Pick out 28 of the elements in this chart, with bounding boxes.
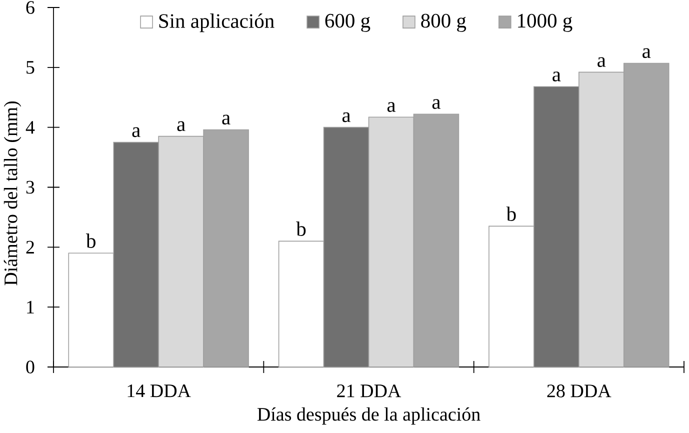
data-label: a — [642, 48, 651, 58]
y-tick-label: 4 — [26, 121, 35, 134]
data-label: b — [506, 206, 516, 221]
x-tick-label: 21 DDA — [337, 384, 402, 398]
x-axis-title: Días después de la aplicación — [257, 407, 480, 425]
y-tick-label: 5 — [26, 61, 34, 74]
data-label: b — [296, 222, 306, 236]
data-label: a — [387, 102, 396, 112]
data-label: a — [342, 112, 351, 122]
data-label: a — [432, 99, 440, 109]
y-axis-title: Diámetro del tallo (mm) — [4, 101, 22, 286]
y-tick-label: 0 — [26, 360, 34, 374]
data-label: a — [177, 121, 186, 132]
y-tick-label: 6 — [26, 1, 34, 14]
data-label: a — [552, 72, 561, 82]
legend-label: 1000 g — [518, 14, 572, 32]
x-tick-label: 14 DDA — [128, 384, 191, 398]
data-label: b — [86, 234, 96, 248]
legend-label: Sin aplicación — [159, 14, 274, 32]
y-tick-label: 3 — [26, 180, 34, 194]
data-label: a — [598, 57, 606, 68]
data-label: a — [222, 114, 230, 125]
y-tick-label: 1 — [27, 300, 34, 314]
legend-label: 600 g — [325, 14, 370, 32]
y-tick-label: 2 — [26, 240, 34, 254]
legend-label: 800 g — [421, 14, 466, 32]
data-label: a — [132, 127, 140, 138]
x-tick-label: 28 DDA — [547, 384, 612, 398]
